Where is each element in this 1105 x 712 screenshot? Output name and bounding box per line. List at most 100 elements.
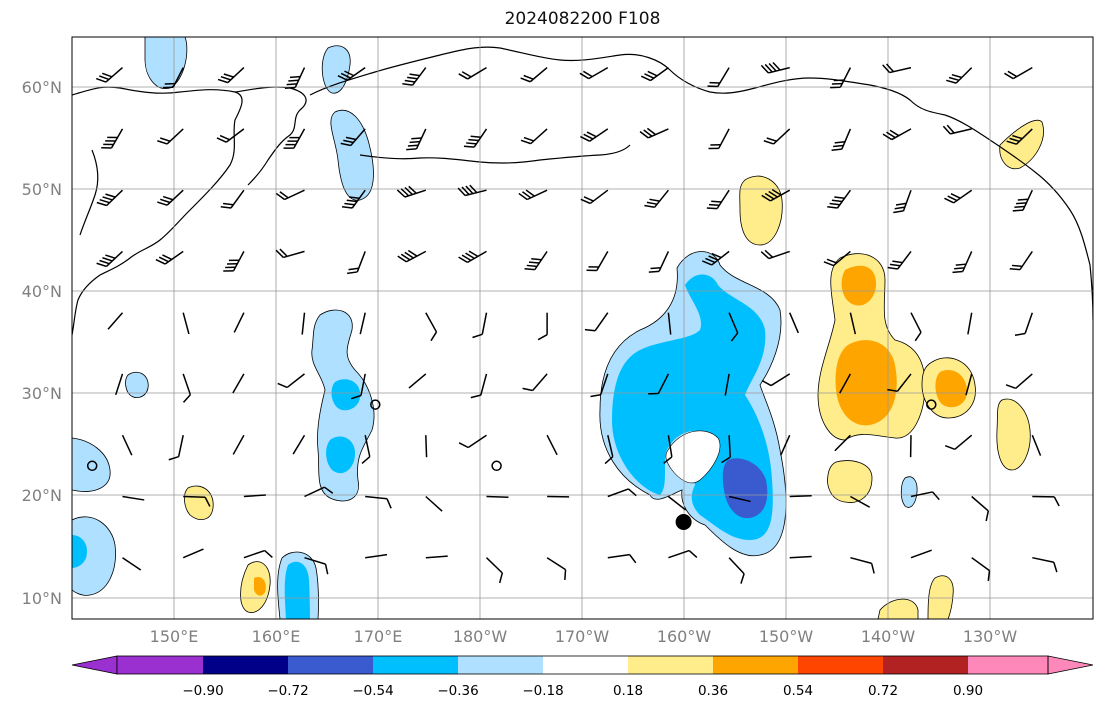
wind-barb bbox=[1009, 250, 1033, 271]
wind-barb bbox=[518, 189, 548, 201]
wind-barb bbox=[347, 251, 366, 275]
anomaly-shading bbox=[72, 37, 1044, 619]
wind-barb bbox=[728, 557, 745, 584]
coastlines bbox=[72, 46, 1093, 336]
colorbar-label: −0.90 bbox=[182, 683, 223, 699]
wind-barb bbox=[361, 435, 371, 465]
wind-barb bbox=[648, 373, 670, 395]
wind-barb bbox=[95, 67, 123, 83]
wind-barb bbox=[425, 435, 428, 458]
neg-aleutian-1 bbox=[330, 109, 374, 201]
wind-barb bbox=[337, 66, 366, 81]
colorbar-segment-10 bbox=[883, 656, 968, 674]
wind-barb bbox=[243, 494, 266, 498]
wind-barb bbox=[486, 495, 509, 499]
colorbar-label: 0.18 bbox=[613, 683, 643, 699]
wind-barb bbox=[216, 128, 245, 143]
wind-barb bbox=[721, 435, 732, 464]
pos-east-core-2 bbox=[841, 265, 877, 306]
wind-barb bbox=[168, 435, 184, 461]
wind-barb bbox=[233, 312, 245, 333]
neg-west-3 bbox=[125, 371, 149, 399]
wind-barb bbox=[275, 189, 305, 201]
wind-barb bbox=[849, 312, 857, 335]
wind-barb bbox=[882, 63, 912, 74]
wind-barb bbox=[580, 128, 609, 142]
pos-west bbox=[184, 485, 214, 520]
coast-kamchatka bbox=[234, 86, 307, 186]
wind-barb bbox=[458, 434, 487, 449]
wind-barb bbox=[942, 124, 972, 135]
wind-barb bbox=[946, 67, 973, 84]
wind-barb bbox=[831, 128, 852, 151]
wind-barb bbox=[944, 434, 973, 451]
wind-barb bbox=[724, 373, 730, 396]
wind-barb bbox=[780, 434, 791, 456]
wind-barb bbox=[425, 555, 448, 559]
neg-west-2 bbox=[72, 516, 116, 596]
wind-barb bbox=[667, 495, 687, 511]
wind-barb bbox=[425, 312, 438, 342]
wind-barb bbox=[763, 128, 791, 145]
wind-barb bbox=[1004, 66, 1033, 80]
wind-barb bbox=[882, 128, 912, 141]
wind-barb bbox=[396, 185, 427, 198]
wind-barb bbox=[470, 373, 488, 399]
wind-barb bbox=[472, 312, 488, 339]
wind-barb bbox=[580, 189, 609, 205]
wind-barb bbox=[402, 67, 427, 86]
neg-anomaly-core bbox=[722, 458, 768, 519]
wind-barb bbox=[850, 556, 875, 574]
wind-barb bbox=[458, 66, 487, 80]
calm-ring-marker bbox=[86, 460, 98, 472]
colorbar-max-extension bbox=[1047, 655, 1094, 675]
wind-barb bbox=[586, 251, 609, 272]
colorbar-segment-1 bbox=[117, 656, 203, 674]
wind-barb bbox=[425, 495, 443, 512]
lon-label-170w: 170°W bbox=[555, 627, 610, 646]
wind-barb bbox=[522, 373, 548, 392]
colorbar-label: 0.36 bbox=[698, 683, 728, 699]
wind-barb bbox=[893, 189, 912, 214]
wind-barb bbox=[182, 312, 190, 335]
lon-label-170e: 170°E bbox=[354, 627, 403, 646]
neg-small-east bbox=[900, 476, 918, 508]
lat-label-40n: 40°N bbox=[22, 282, 62, 301]
wind-barb bbox=[341, 189, 366, 209]
wind-barb bbox=[114, 373, 124, 396]
wind-barb bbox=[157, 189, 184, 206]
lon-label-160e: 160°E bbox=[252, 627, 301, 646]
wind-barb bbox=[546, 557, 567, 581]
wind-barb bbox=[701, 250, 730, 266]
lon-label-180w: 180°W bbox=[453, 627, 508, 646]
lon-label-140w: 140°W bbox=[861, 627, 916, 646]
wind-barb bbox=[122, 495, 145, 501]
pos-east-core bbox=[835, 340, 897, 426]
coast-aleutians bbox=[359, 144, 631, 164]
wind-barb bbox=[107, 312, 124, 330]
colorbar-label: −0.72 bbox=[267, 683, 308, 699]
wind-barb bbox=[1014, 312, 1034, 337]
wind-barb bbox=[292, 434, 306, 455]
wind-barb bbox=[789, 555, 812, 559]
coast-asia bbox=[72, 86, 243, 336]
neg-strip-core-2 bbox=[326, 436, 356, 474]
wind-barb bbox=[340, 128, 366, 147]
wind-barb bbox=[644, 189, 669, 209]
gridlines bbox=[72, 37, 1093, 619]
wind-barb bbox=[301, 312, 306, 335]
colorbar-segment-9 bbox=[798, 656, 883, 674]
wind-barb bbox=[283, 128, 306, 149]
wind-barb bbox=[823, 250, 851, 267]
calm-ring-marker bbox=[491, 460, 502, 472]
colorbar-segment-4 bbox=[373, 656, 458, 674]
wind-barb bbox=[760, 61, 790, 74]
pos-southwest-core bbox=[254, 576, 266, 596]
wind-barb bbox=[971, 557, 991, 581]
calm-ring-marker bbox=[926, 399, 937, 410]
wind-barb bbox=[887, 250, 912, 270]
wind-barb bbox=[944, 189, 973, 204]
coast-westpac-islands bbox=[79, 149, 99, 236]
pos-east-3 bbox=[996, 398, 1031, 471]
wind-barb bbox=[457, 184, 487, 197]
